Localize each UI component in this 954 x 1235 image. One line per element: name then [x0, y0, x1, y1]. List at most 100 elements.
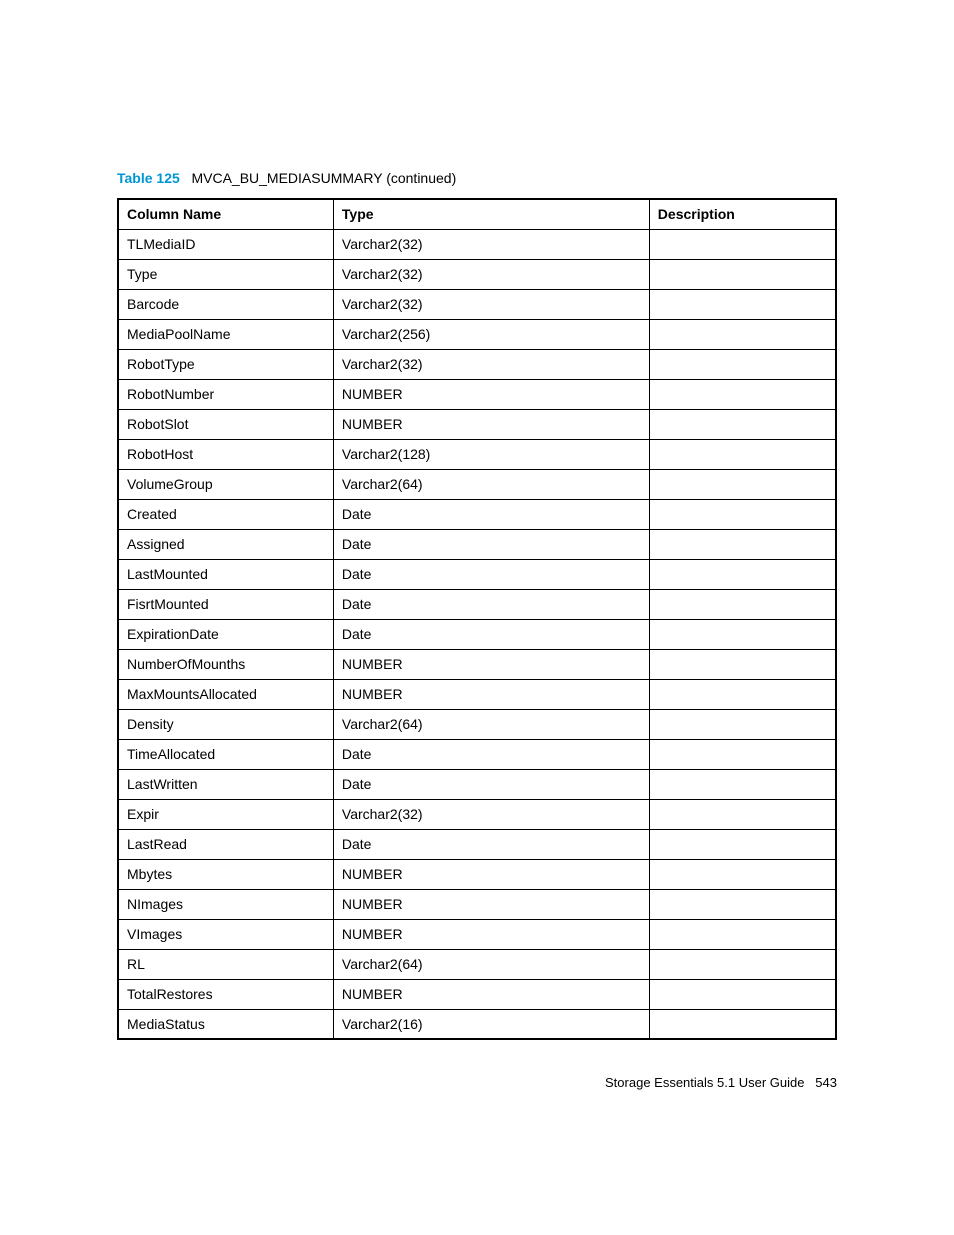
table-row: TotalRestoresNUMBER	[118, 979, 836, 1009]
table-row: LastWrittenDate	[118, 769, 836, 799]
cell-column-name: RobotHost	[118, 439, 333, 469]
cell-column-name: ExpirationDate	[118, 619, 333, 649]
cell-column-name: Expir	[118, 799, 333, 829]
table-row: LastReadDate	[118, 829, 836, 859]
cell-column-name: TLMediaID	[118, 229, 333, 259]
table-row: MbytesNUMBER	[118, 859, 836, 889]
cell-description	[649, 919, 836, 949]
schema-table: Column Name Type Description TLMediaIDVa…	[117, 198, 837, 1040]
cell-column-name: NumberOfMounths	[118, 649, 333, 679]
cell-description	[649, 379, 836, 409]
cell-description	[649, 229, 836, 259]
cell-type: Date	[333, 529, 649, 559]
cell-column-name: Created	[118, 499, 333, 529]
cell-column-name: TotalRestores	[118, 979, 333, 1009]
cell-type: Varchar2(64)	[333, 709, 649, 739]
cell-description	[649, 979, 836, 1009]
footer-text: Storage Essentials 5.1 User Guide	[605, 1075, 804, 1090]
cell-column-name: VImages	[118, 919, 333, 949]
page-number: 543	[815, 1075, 837, 1090]
cell-description	[649, 799, 836, 829]
cell-type: Date	[333, 589, 649, 619]
cell-type: Date	[333, 619, 649, 649]
table-row: RobotSlotNUMBER	[118, 409, 836, 439]
cell-type: NUMBER	[333, 679, 649, 709]
table-row: MediaStatusVarchar2(16)	[118, 1009, 836, 1039]
table-row: DensityVarchar2(64)	[118, 709, 836, 739]
cell-description	[649, 409, 836, 439]
cell-type: Varchar2(32)	[333, 799, 649, 829]
cell-column-name: Barcode	[118, 289, 333, 319]
cell-description	[649, 829, 836, 859]
cell-column-name: MediaPoolName	[118, 319, 333, 349]
cell-description	[649, 319, 836, 349]
cell-description	[649, 949, 836, 979]
cell-description	[649, 679, 836, 709]
cell-column-name: RobotNumber	[118, 379, 333, 409]
cell-type: NUMBER	[333, 859, 649, 889]
cell-column-name: LastMounted	[118, 559, 333, 589]
cell-type: Varchar2(64)	[333, 469, 649, 499]
table-row: TLMediaIDVarchar2(32)	[118, 229, 836, 259]
table-row: NumberOfMounthsNUMBER	[118, 649, 836, 679]
table-row: RobotNumberNUMBER	[118, 379, 836, 409]
cell-column-name: MediaStatus	[118, 1009, 333, 1039]
table-header-row: Column Name Type Description	[118, 199, 836, 229]
table-row: TypeVarchar2(32)	[118, 259, 836, 289]
cell-type: NUMBER	[333, 919, 649, 949]
cell-column-name: RL	[118, 949, 333, 979]
cell-description	[649, 769, 836, 799]
table-caption: Table 125 MVCA_BU_MEDIASUMMARY (continue…	[117, 170, 837, 186]
cell-description	[649, 439, 836, 469]
cell-description	[649, 649, 836, 679]
table-row: FisrtMountedDate	[118, 589, 836, 619]
cell-type: Varchar2(128)	[333, 439, 649, 469]
cell-column-name: Mbytes	[118, 859, 333, 889]
cell-type: Varchar2(32)	[333, 349, 649, 379]
cell-column-name: Assigned	[118, 529, 333, 559]
table-row: ExpirationDateDate	[118, 619, 836, 649]
cell-type: Varchar2(32)	[333, 289, 649, 319]
cell-description	[649, 259, 836, 289]
cell-description	[649, 1009, 836, 1039]
table-row: ExpirVarchar2(32)	[118, 799, 836, 829]
cell-type: Date	[333, 559, 649, 589]
table-row: CreatedDate	[118, 499, 836, 529]
table-title: MVCA_BU_MEDIASUMMARY (continued)	[191, 170, 456, 186]
cell-column-name: FisrtMounted	[118, 589, 333, 619]
cell-description	[649, 469, 836, 499]
page-footer: Storage Essentials 5.1 User Guide 543	[605, 1075, 837, 1090]
cell-description	[649, 619, 836, 649]
cell-description	[649, 499, 836, 529]
cell-description	[649, 889, 836, 919]
table-row: BarcodeVarchar2(32)	[118, 289, 836, 319]
cell-type: Varchar2(16)	[333, 1009, 649, 1039]
table-row: VolumeGroupVarchar2(64)	[118, 469, 836, 499]
cell-type: Varchar2(64)	[333, 949, 649, 979]
table-row: MediaPoolNameVarchar2(256)	[118, 319, 836, 349]
cell-column-name: MaxMountsAllocated	[118, 679, 333, 709]
table-row: LastMountedDate	[118, 559, 836, 589]
cell-description	[649, 859, 836, 889]
cell-column-name: LastRead	[118, 829, 333, 859]
cell-type: NUMBER	[333, 379, 649, 409]
table-row: RLVarchar2(64)	[118, 949, 836, 979]
cell-description	[649, 529, 836, 559]
cell-column-name: NImages	[118, 889, 333, 919]
cell-type: Date	[333, 829, 649, 859]
cell-type: NUMBER	[333, 979, 649, 1009]
cell-description	[649, 739, 836, 769]
table-row: TimeAllocatedDate	[118, 739, 836, 769]
table-row: MaxMountsAllocatedNUMBER	[118, 679, 836, 709]
cell-description	[649, 289, 836, 319]
cell-column-name: VolumeGroup	[118, 469, 333, 499]
table-number: Table 125	[117, 170, 180, 186]
cell-type: Varchar2(32)	[333, 259, 649, 289]
table-body: TLMediaIDVarchar2(32)TypeVarchar2(32)Bar…	[118, 229, 836, 1039]
header-description: Description	[649, 199, 836, 229]
cell-column-name: Density	[118, 709, 333, 739]
cell-type: Date	[333, 499, 649, 529]
table-row: RobotHostVarchar2(128)	[118, 439, 836, 469]
cell-type: NUMBER	[333, 649, 649, 679]
cell-type: Varchar2(32)	[333, 229, 649, 259]
